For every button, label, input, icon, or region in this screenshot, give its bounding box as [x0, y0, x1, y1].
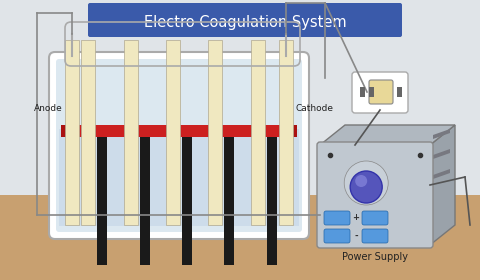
Bar — [266, 137, 276, 265]
Bar — [59, 129, 299, 226]
Text: Power Supply: Power Supply — [341, 252, 407, 262]
Text: Cathode: Cathode — [295, 104, 333, 113]
FancyBboxPatch shape — [368, 80, 392, 104]
Bar — [61, 125, 296, 137]
Bar — [368, 87, 373, 97]
Bar — [278, 40, 292, 225]
Polygon shape — [432, 129, 449, 139]
Bar — [396, 87, 401, 97]
Text: Anode: Anode — [34, 104, 63, 113]
Polygon shape — [432, 169, 449, 179]
Bar — [359, 87, 364, 97]
Circle shape — [354, 175, 366, 187]
Bar — [166, 40, 180, 225]
FancyBboxPatch shape — [88, 3, 401, 37]
FancyBboxPatch shape — [361, 229, 387, 243]
Circle shape — [344, 161, 387, 205]
Bar — [61, 125, 75, 137]
Bar — [123, 40, 137, 225]
FancyBboxPatch shape — [316, 142, 432, 248]
Bar — [65, 40, 79, 225]
Text: -: - — [353, 232, 357, 241]
Text: Electro Coagulation System: Electro Coagulation System — [144, 15, 346, 29]
Bar — [97, 137, 107, 265]
FancyBboxPatch shape — [324, 211, 349, 225]
Text: +: + — [352, 213, 359, 223]
Bar — [81, 40, 95, 225]
Bar — [181, 137, 192, 265]
FancyBboxPatch shape — [324, 229, 349, 243]
Polygon shape — [432, 149, 449, 159]
FancyBboxPatch shape — [361, 211, 387, 225]
Bar — [0, 195, 480, 280]
FancyBboxPatch shape — [49, 52, 308, 239]
Bar — [139, 137, 149, 265]
Polygon shape — [319, 125, 454, 145]
Bar — [224, 137, 234, 265]
FancyBboxPatch shape — [56, 59, 301, 232]
FancyBboxPatch shape — [351, 72, 407, 113]
Circle shape — [349, 171, 382, 203]
Bar — [208, 40, 222, 225]
Polygon shape — [429, 125, 454, 245]
Bar — [250, 40, 264, 225]
Bar — [282, 125, 296, 137]
